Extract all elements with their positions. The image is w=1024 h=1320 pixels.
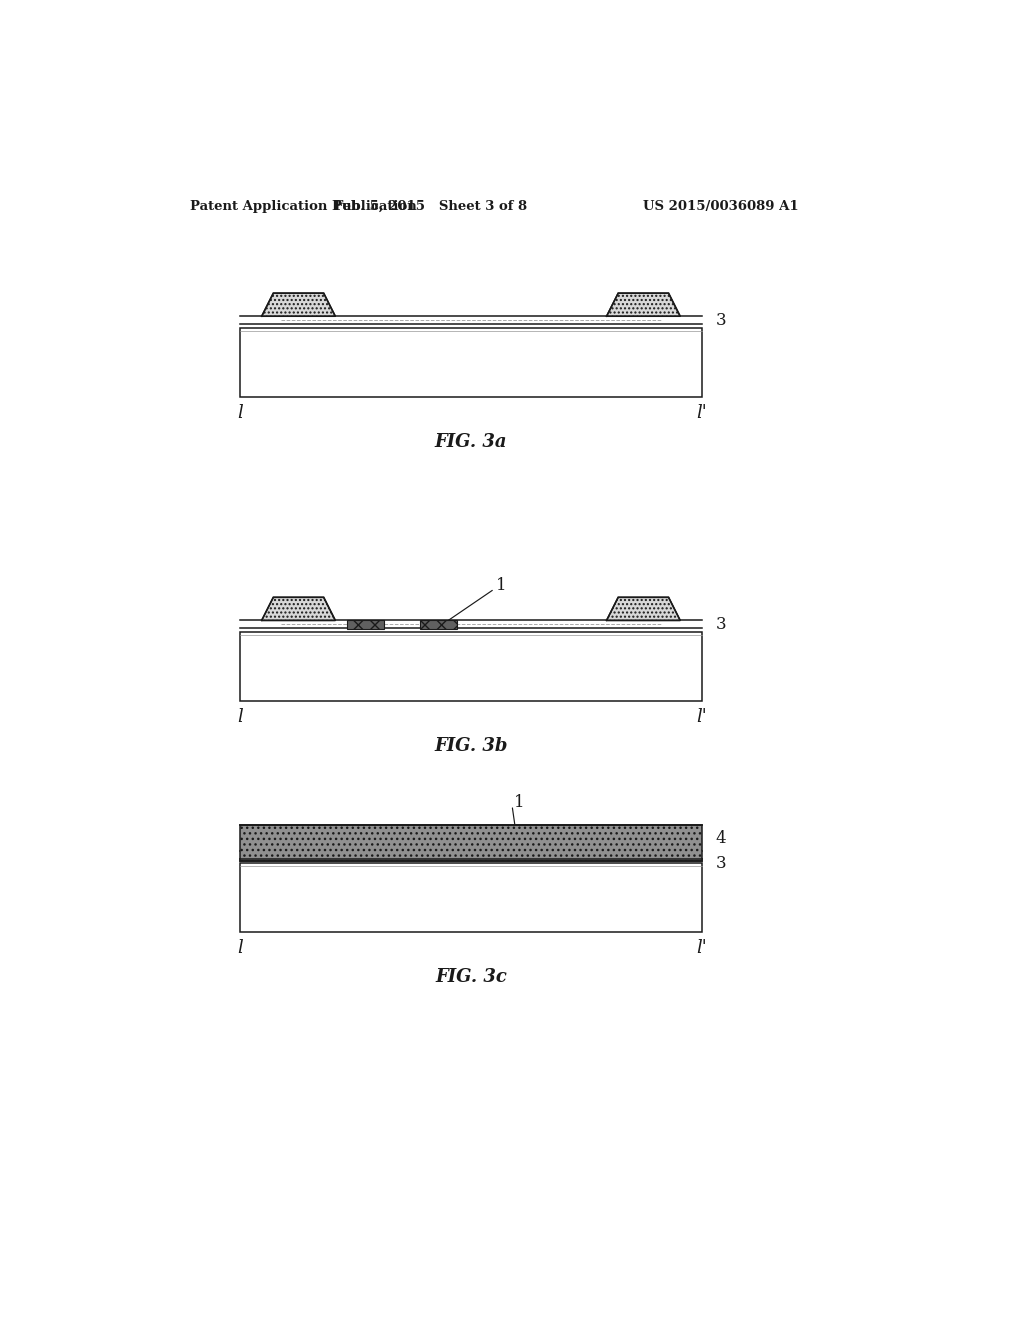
Text: 1: 1	[496, 577, 507, 594]
Text: Patent Application Publication: Patent Application Publication	[190, 199, 417, 213]
Bar	[241, 327, 701, 397]
Text: 3: 3	[716, 312, 726, 329]
Text: Feb. 5, 2015   Sheet 3 of 8: Feb. 5, 2015 Sheet 3 of 8	[334, 199, 526, 213]
Text: FIG. 3b: FIG. 3b	[434, 737, 508, 755]
Polygon shape	[606, 597, 680, 620]
Text: FIG. 3a: FIG. 3a	[434, 433, 507, 450]
Text: US 2015/0036089 A1: US 2015/0036089 A1	[643, 199, 799, 213]
Polygon shape	[262, 293, 335, 317]
Text: l: l	[238, 939, 244, 957]
Polygon shape	[606, 293, 680, 317]
Bar	[241, 632, 701, 701]
Polygon shape	[262, 829, 335, 851]
Polygon shape	[262, 597, 335, 620]
Text: l: l	[238, 708, 244, 726]
Text: 4: 4	[716, 830, 726, 847]
Text: l': l'	[696, 939, 707, 957]
Bar	[420, 619, 458, 628]
Text: l': l'	[696, 708, 707, 726]
Text: 1: 1	[514, 793, 524, 810]
Bar	[241, 825, 701, 861]
Bar	[241, 863, 701, 932]
Text: 3: 3	[716, 855, 726, 873]
Bar	[346, 619, 384, 628]
Text: l': l'	[696, 404, 707, 421]
Text: FIG. 3c: FIG. 3c	[435, 968, 507, 986]
Text: l: l	[238, 404, 244, 421]
Text: 3: 3	[716, 615, 726, 632]
Polygon shape	[606, 829, 680, 851]
